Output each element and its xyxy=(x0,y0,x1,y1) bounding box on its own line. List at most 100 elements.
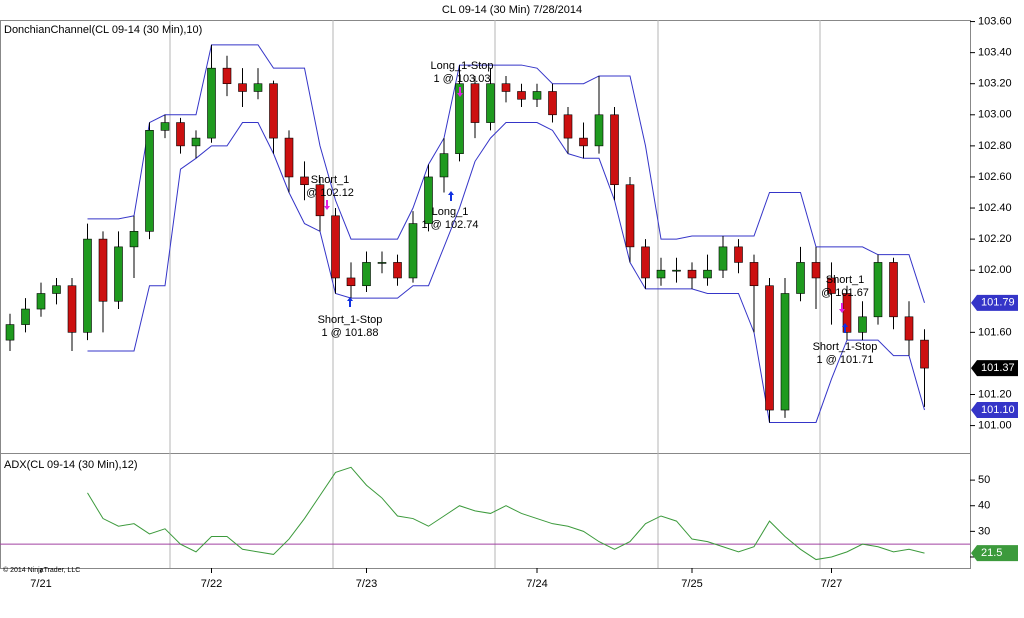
value-marker-label: 21.5 xyxy=(981,547,1002,559)
y-tick-label: 103.00 xyxy=(978,109,1012,121)
candle-body xyxy=(253,83,263,92)
candle-body xyxy=(83,238,92,333)
value-marker-label: 101.10 xyxy=(981,404,1015,416)
y-tick-label: 101.00 xyxy=(978,419,1012,431)
copyright: © 2014 NinjaTrader, LLC xyxy=(3,566,80,574)
candle-body xyxy=(424,176,433,224)
candle-body xyxy=(579,137,588,147)
trade-annotation: Long_1-Stop xyxy=(431,60,494,72)
candle-body xyxy=(207,67,216,139)
candle-body xyxy=(331,215,340,279)
y-tick-label: 50 xyxy=(978,474,990,486)
value-marker xyxy=(971,402,1018,419)
y-tick-label: 101.60 xyxy=(978,326,1012,338)
trade-annotation: Long_1 xyxy=(432,206,469,218)
candle-body xyxy=(284,137,294,178)
candle-body xyxy=(160,122,170,131)
y-tick-label: 102.00 xyxy=(978,264,1012,276)
candle-body xyxy=(362,262,371,287)
trade-arrow-head xyxy=(839,309,845,313)
candle-body xyxy=(641,246,650,279)
candle-body xyxy=(796,262,805,294)
candle-body xyxy=(455,83,464,154)
candle-body xyxy=(718,246,728,271)
adx-line xyxy=(87,466,925,561)
candle-body xyxy=(470,83,480,123)
panel-label: DonchianChannel(CL 09-14 (30 Min),10) xyxy=(4,24,202,36)
candle-body xyxy=(625,184,635,248)
chart-title: CL 09-14 (30 Min) 7/28/2014 xyxy=(442,4,582,16)
candle-body xyxy=(145,130,154,232)
plot-frame xyxy=(0,20,971,569)
candle-body xyxy=(703,269,712,279)
y-tick-label: 103.60 xyxy=(978,15,1012,27)
candle-body xyxy=(517,91,526,100)
candle-body xyxy=(780,293,790,411)
trade-arrow-head xyxy=(347,297,353,301)
candle-body xyxy=(377,262,387,264)
panel-label: ADX(CL 09-14 (30 Min),12) xyxy=(4,459,137,471)
x-tick-label: 7/21 xyxy=(30,578,51,590)
y-tick-label: 102.20 xyxy=(978,233,1012,245)
candle-body xyxy=(114,246,123,302)
candle-body xyxy=(889,262,898,318)
candle-body xyxy=(920,339,929,369)
trade-arrow-head xyxy=(448,191,454,195)
candle-body xyxy=(5,324,15,341)
trade-annotation: Short_1 xyxy=(826,274,865,286)
y-tick-label: 103.20 xyxy=(978,78,1012,90)
candle-body xyxy=(873,262,883,318)
value-marker xyxy=(971,360,1018,377)
candle-body xyxy=(439,153,449,178)
y-tick-label: 40 xyxy=(978,500,990,512)
trade-annotation: 1 @ 101.88 xyxy=(321,327,378,339)
y-tick-label: 101.20 xyxy=(978,388,1012,400)
y-tick-label: 103.40 xyxy=(978,47,1012,59)
trade-annotation: 1 @ 101.71 xyxy=(816,354,873,366)
candle-body xyxy=(532,91,542,100)
candle-body xyxy=(548,91,557,116)
candle-body xyxy=(563,114,573,139)
candle-body xyxy=(238,83,247,92)
candle-body xyxy=(222,67,232,85)
candle-body xyxy=(393,262,402,279)
candle-body xyxy=(501,83,511,92)
candle-body xyxy=(315,184,325,217)
value-marker-label: 101.37 xyxy=(981,362,1015,374)
candle-body xyxy=(269,83,278,139)
trade-annotation: 1 @ 102.74 xyxy=(421,219,478,231)
value-marker xyxy=(971,545,1018,562)
trade-arrow-head xyxy=(457,93,463,97)
x-tick-label: 7/22 xyxy=(201,578,222,590)
trade-annotation: @ 101.67 xyxy=(821,287,869,299)
candle-body xyxy=(408,223,418,279)
candle-body xyxy=(827,277,836,294)
candle-body xyxy=(594,114,604,147)
candle-body xyxy=(858,316,867,333)
candle-body xyxy=(67,285,77,333)
candle-body xyxy=(656,269,666,279)
candle-body xyxy=(36,293,46,310)
candle-body xyxy=(749,262,759,287)
trade-arrow-head xyxy=(324,206,330,210)
candle-body xyxy=(842,293,852,333)
candle-body xyxy=(346,277,356,287)
value-marker-label: 101.79 xyxy=(981,297,1015,309)
candle-body xyxy=(687,269,697,279)
value-marker xyxy=(971,294,1018,311)
trade-annotation: Short_1 xyxy=(311,174,350,186)
y-tick-label: 102.40 xyxy=(978,202,1012,214)
y-tick-label: 30 xyxy=(978,525,990,537)
y-tick-label: 102.60 xyxy=(978,171,1012,183)
candle-body xyxy=(300,176,309,186)
trade-arrow-head xyxy=(842,323,848,327)
donchian-line xyxy=(87,44,925,303)
x-tick-label: 7/23 xyxy=(356,578,377,590)
candle-body xyxy=(486,83,495,123)
candle-body xyxy=(610,114,619,186)
candle-body xyxy=(176,122,185,147)
candle-body xyxy=(21,308,30,325)
candle-body xyxy=(672,269,681,272)
